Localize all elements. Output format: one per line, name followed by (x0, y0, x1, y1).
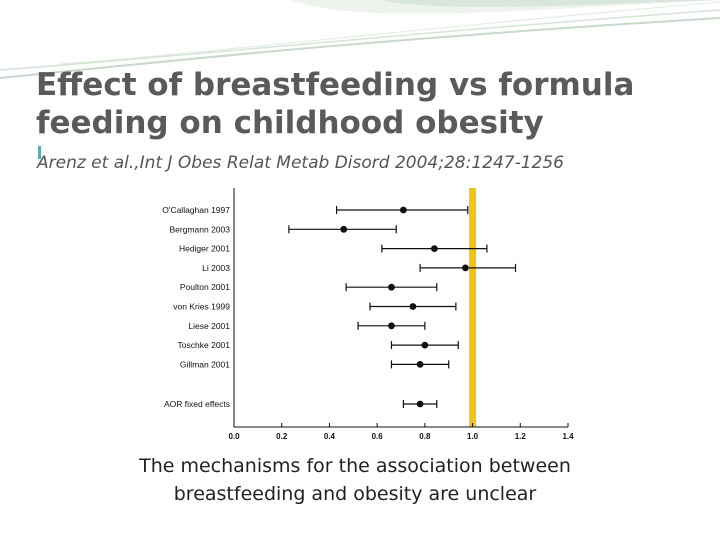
summary-row-label: AOR fixed effects (164, 399, 230, 409)
study-row-point (421, 341, 429, 349)
study-row-label: Hediger 2001 (179, 244, 230, 254)
study-row-point (340, 225, 348, 233)
bullet-marker (38, 146, 41, 159)
study-row-point (388, 322, 395, 330)
study-row-point (388, 283, 395, 291)
reference-line (469, 188, 477, 427)
study-row-label: Gillman 2001 (180, 359, 230, 369)
study-row-point (462, 264, 469, 272)
conclusion-note: The mechanisms for the association betwe… (139, 455, 571, 505)
study-row-label: von Kries 1999 (173, 302, 230, 312)
forest-plot: 0.0 0.2 0.4 0.6 0.8 1.0 1.2 1.4 O'Callaghan 199… (136, 178, 584, 444)
study-row-label: O'Callaghan 1997 (162, 205, 230, 215)
plot-background (136, 178, 584, 444)
x-tick-label: 0.2 (276, 432, 288, 441)
x-tick-label: 0.8 (419, 432, 431, 441)
citation: Arenz et al.,Int J Obes Relat Metab Diso… (37, 153, 564, 173)
study-row-point (416, 361, 424, 368)
slide-title: Effect of breastfeeding vs formula feedi… (36, 67, 635, 141)
x-tick-label: 0.6 (372, 432, 384, 441)
study-row-point (431, 245, 438, 252)
x-tick-label: 0.4 (324, 432, 336, 441)
study-row-label: Li 2003 (202, 263, 230, 273)
x-tick-label: 0.0 (228, 432, 240, 441)
study-row-point (409, 303, 417, 310)
study-row-label: Toschke 2001 (178, 340, 231, 350)
summary-row-point (416, 400, 424, 408)
study-row-point (399, 206, 407, 214)
x-tick-label: 1.2 (515, 432, 527, 441)
study-row-label: Poulton 2001 (180, 282, 230, 292)
x-tick-label: 1.4 (562, 432, 574, 441)
x-tick-label: 1.0 (467, 432, 479, 441)
study-row-label: Liese 2001 (188, 321, 230, 331)
study-row-label: Bergmann 2003 (170, 224, 231, 234)
header-decoration (0, 0, 720, 79)
